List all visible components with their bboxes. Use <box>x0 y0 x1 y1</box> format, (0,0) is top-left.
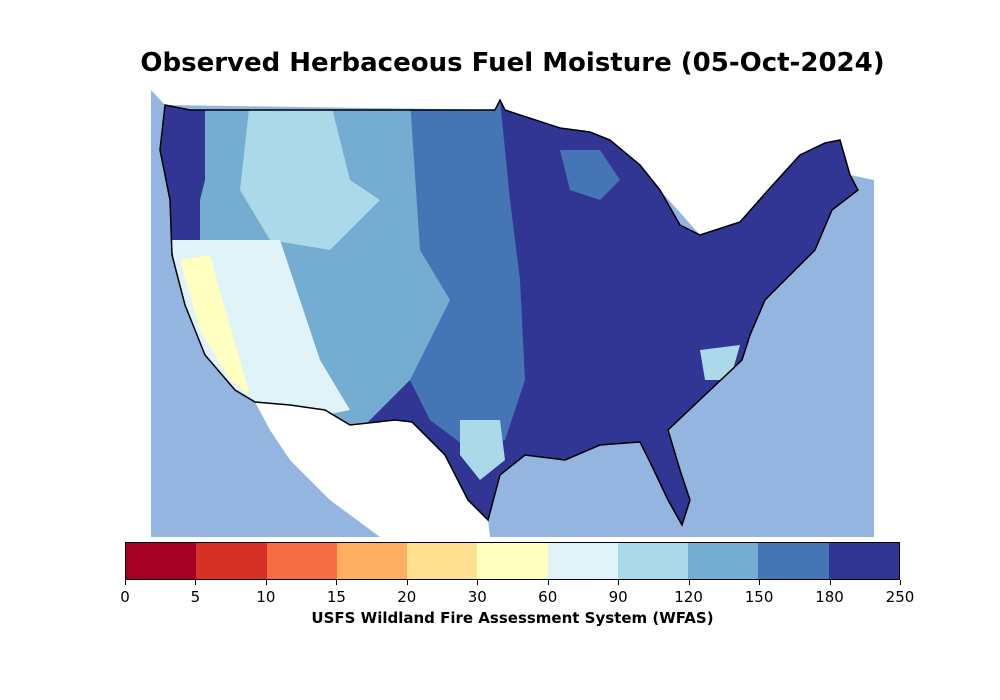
colorbar-tick <box>688 580 690 585</box>
colorbar-tick-label: 250 <box>885 588 915 606</box>
colorbar-tick-label: 90 <box>608 588 628 606</box>
colorbar-tick <box>547 580 549 585</box>
colorbar-tick <box>125 580 126 585</box>
colorbar-tick-label: 15 <box>326 588 346 606</box>
colorbar-tick-label: 150 <box>744 588 774 606</box>
mexico <box>255 402 490 537</box>
colorbar-tick <box>265 580 267 585</box>
colorbar-tick <box>336 580 338 585</box>
colorbar-swatch <box>266 543 337 579</box>
colorbar-tick-label: 5 <box>190 588 201 606</box>
map-title: Observed Herbaceous Fuel Moisture (05-Oc… <box>140 48 885 78</box>
colorbar-tick <box>406 580 408 585</box>
colorbar-label: USFS Wildland Fire Assessment System (WF… <box>311 609 714 627</box>
colorbar-tick <box>900 580 901 585</box>
colorbar-tick <box>195 580 197 585</box>
colorbar-tick <box>477 580 479 585</box>
colorbar-tick-label: 180 <box>815 588 844 606</box>
colorbar-swatch <box>126 543 197 579</box>
colorbar-tick-label: 0 <box>120 588 130 606</box>
colorbar-swatch <box>688 543 759 579</box>
colorbar-swatch <box>617 543 689 579</box>
colorbar <box>125 542 900 580</box>
colorbar-swatch <box>196 543 267 579</box>
colorbar-swatch <box>336 543 408 579</box>
colorbar-tick-label: 30 <box>467 588 487 606</box>
colorbar-tick-label: 10 <box>256 588 276 606</box>
colorbar-tick <box>759 580 761 585</box>
colorbar-tick <box>829 580 831 585</box>
colorbar-swatch <box>828 543 899 579</box>
canada <box>151 85 874 235</box>
colorbar-tick <box>618 580 620 585</box>
colorbar-swatch <box>547 543 618 579</box>
fuel-moisture-map <box>151 85 874 537</box>
colorbar-tick-label: 60 <box>538 588 558 606</box>
colorbar-swatch <box>477 543 548 579</box>
colorbar-swatch <box>758 543 829 579</box>
colorbar-tick-label: 20 <box>397 588 417 606</box>
colorbar-tick-label: 120 <box>674 588 703 606</box>
colorbar-swatch <box>407 543 478 579</box>
